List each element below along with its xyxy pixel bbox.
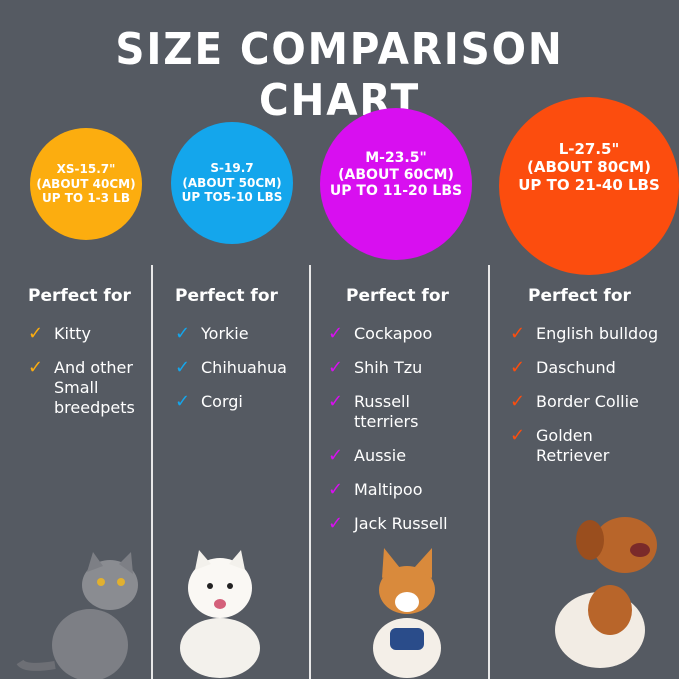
- cat-image: [16, 552, 138, 679]
- column-heading: Perfect for: [28, 286, 131, 306]
- size-m-circle: M-23.5" (ABOUT 60CM) UP TO 11-20 LBS: [320, 108, 472, 260]
- column-divider: [309, 265, 311, 679]
- list-item: ✓ Golden Retriever: [510, 426, 679, 466]
- item-text: Shih Tzu: [354, 358, 423, 377]
- size-label: L-27.5": [558, 140, 620, 158]
- checkmark-icon: ✓: [328, 357, 344, 378]
- size-cm: (ABOUT 50CM): [182, 175, 282, 190]
- checkmark-icon: ✓: [328, 391, 344, 412]
- checkmark-icon: ✓: [328, 323, 344, 344]
- list-item: ✓ Jack Russell: [328, 514, 486, 534]
- item-text: Border Collie: [536, 392, 639, 411]
- checkmark-icon: ✓: [510, 391, 526, 412]
- list-item: ✓ Kitty: [28, 324, 148, 344]
- checkmark-icon: ✓: [175, 357, 191, 378]
- size-weight: UP TO 11-20 LBS: [329, 183, 463, 200]
- checkmark-icon: ✓: [510, 357, 526, 378]
- page-title: SIZE COMPARISON CHART: [115, 24, 564, 126]
- column-divider: [151, 265, 153, 679]
- list-item: ✓ Cockapoo: [328, 324, 486, 344]
- list-item: ✓ And other Small breedpets: [28, 358, 148, 418]
- list-item: ✓ Russell tterriers: [328, 392, 486, 432]
- checkmark-icon: ✓: [175, 391, 191, 412]
- size-cm: (ABOUT 80CM): [527, 158, 651, 176]
- list-item: ✓ Aussie: [328, 446, 486, 466]
- size-weight: UP TO5-10 LBS: [181, 190, 283, 205]
- column-heading: Perfect for: [528, 286, 631, 306]
- corgi-dog-image: [373, 548, 441, 678]
- samoyed-dog-image: [180, 550, 260, 678]
- column-m: Perfect for ✓ Cockapoo ✓ Shih Tzu ✓ Russell…: [328, 286, 486, 548]
- size-label: S-19.7: [210, 161, 254, 176]
- size-label: XS-15.7": [56, 162, 116, 177]
- list-item: ✓ Border Collie: [510, 392, 679, 412]
- size-s-circle: S-19.7 (ABOUT 50CM) UP TO5-10 LBS: [171, 122, 293, 244]
- list-item: ✓ English bulldog: [510, 324, 679, 344]
- checkmark-icon: ✓: [175, 323, 191, 344]
- list-item: ✓ Shih Tzu: [328, 358, 486, 378]
- column-s: Perfect for ✓ Yorkie ✓ Chihuahua ✓ Corgi: [175, 286, 307, 426]
- size-cm: (ABOUT 40CM): [36, 176, 136, 191]
- size-xs-circle: XS-15.7" (ABOUT 40CM) UP TO 1-3 LB: [30, 128, 142, 240]
- list-item: ✓ Chihuahua: [175, 358, 307, 378]
- item-text: Russell tterriers: [354, 392, 419, 431]
- item-text: Daschund: [536, 358, 616, 377]
- checkmark-icon: ✓: [28, 357, 44, 378]
- spaniel-dog-image: [555, 517, 657, 668]
- item-text: Jack Russell: [354, 514, 448, 533]
- size-weight: UP TO 21-40 LBS: [518, 176, 660, 194]
- column-xs: Perfect for ✓ Kitty ✓ And other Small bree…: [28, 286, 148, 432]
- checkmark-icon: ✓: [510, 425, 526, 446]
- column-heading: Perfect for: [346, 286, 449, 306]
- size-weight: UP TO 1-3 LB: [42, 191, 130, 206]
- item-text: Cockapoo: [354, 324, 433, 343]
- checkmark-icon: ✓: [510, 323, 526, 344]
- list-item: ✓ Daschund: [510, 358, 679, 378]
- size-label: M-23.5": [365, 149, 427, 166]
- list-item: ✓ Corgi: [175, 392, 307, 412]
- item-text: Yorkie: [201, 324, 249, 343]
- column-l: Perfect for ✓ English bulldog ✓ Daschund ✓…: [510, 286, 679, 480]
- checkmark-icon: ✓: [328, 513, 344, 534]
- item-text: Maltipoo: [354, 480, 423, 499]
- column-divider: [488, 265, 490, 679]
- item-text: Corgi: [201, 392, 243, 411]
- list-item: ✓ Maltipoo: [328, 480, 486, 500]
- checkmark-icon: ✓: [28, 323, 44, 344]
- list-item: ✓ Yorkie: [175, 324, 307, 344]
- item-text: And other Small breedpets: [54, 358, 135, 417]
- item-text: Aussie: [354, 446, 407, 465]
- checkmark-icon: ✓: [328, 479, 344, 500]
- checkmark-icon: ✓: [328, 445, 344, 466]
- item-text: Golden Retriever: [536, 426, 610, 465]
- item-text: Kitty: [54, 324, 91, 343]
- size-l-circle: L-27.5" (ABOUT 80CM) UP TO 21-40 LBS: [499, 97, 679, 275]
- item-text: Chihuahua: [201, 358, 287, 377]
- item-text: English bulldog: [536, 324, 659, 343]
- column-heading: Perfect for: [175, 286, 278, 306]
- size-cm: (ABOUT 60CM): [338, 166, 454, 183]
